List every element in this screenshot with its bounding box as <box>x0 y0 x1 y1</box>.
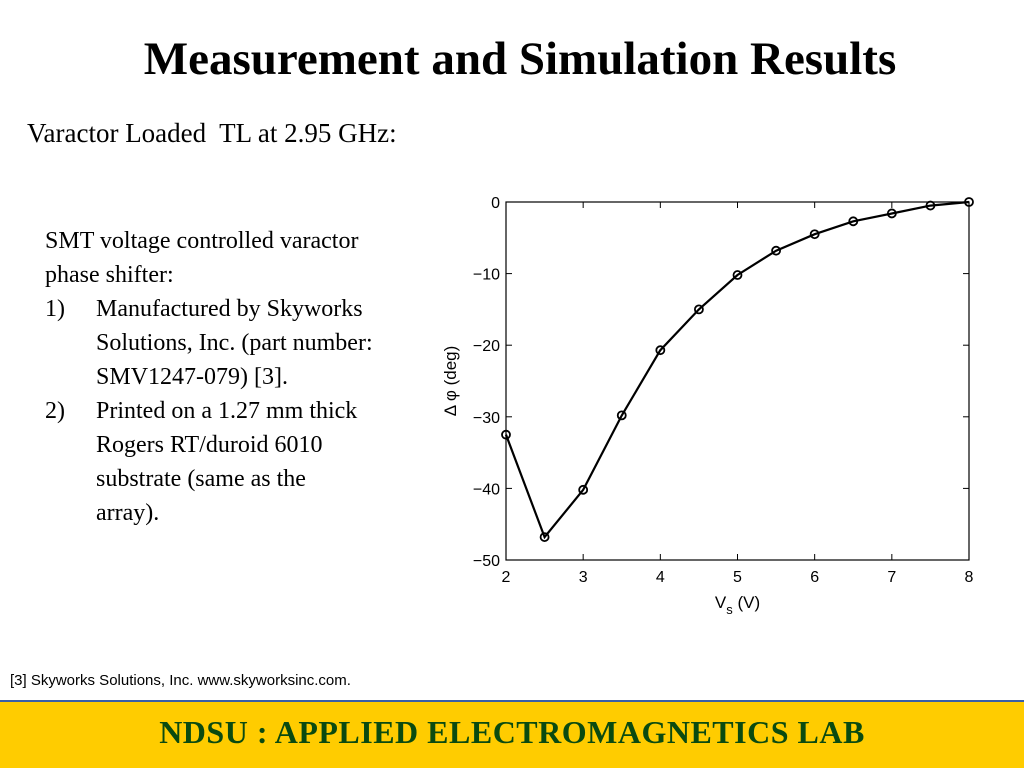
list-item-line: SMV1247-079) [3]. <box>96 364 288 390</box>
x-tick-label: 2 <box>502 569 511 586</box>
data-point <box>732 270 743 280</box>
data-point <box>655 345 666 356</box>
y-tick-label: −50 <box>473 553 500 570</box>
slide-title: Measurement and Simulation Results <box>143 33 897 85</box>
data-point <box>886 208 897 219</box>
list-item: 2) Printed on a 1.27 mm thick Rogers RT/… <box>45 394 435 530</box>
series-line <box>504 200 970 540</box>
x-tick-label: 3 <box>579 569 588 586</box>
list-item: 1) Manufactured by Skyworks Solutions, I… <box>45 292 435 394</box>
footer-lab-name: NDSU : APPLIED ELECTROMAGNETICS LAB <box>159 714 865 750</box>
chart-svg: 2 3 4 5 6 7 8 0 −10 −20 −30 −40 −50 Vs (V) Δ φ (deg) <box>441 195 974 617</box>
list-item-line: array). <box>96 500 160 526</box>
x-tick-label: 8 <box>965 569 974 586</box>
list-item-line: Rogers RT/duroid 6010 <box>96 432 323 458</box>
list-item-line: substrate (same as the <box>96 466 306 492</box>
data-point <box>771 245 781 256</box>
description-block: SMT voltage controlled varactor phase sh… <box>45 224 435 530</box>
data-point <box>578 484 589 495</box>
data-point <box>809 229 820 240</box>
description-intro-line-2: phase shifter: <box>45 262 174 288</box>
y-tick-label: 0 <box>491 195 500 212</box>
list-item-number: 2) <box>45 398 65 424</box>
x-axis-label: Vs (V) <box>715 593 760 617</box>
list-item-line: Manufactured by Skyworks <box>96 296 363 322</box>
list-item-line: Solutions, Inc. (part number: <box>96 330 373 356</box>
data-point <box>848 216 859 227</box>
x-tick-label: 6 <box>810 569 819 586</box>
x-tick-label: 5 <box>733 569 742 586</box>
data-point <box>616 410 627 421</box>
description-list: 1) Manufactured by Skyworks Solutions, I… <box>45 292 435 530</box>
data-point <box>694 304 704 315</box>
data-point <box>925 200 936 211</box>
axis-ticks: 2 3 4 5 6 7 8 0 −10 −20 −30 −40 −50 <box>473 195 974 586</box>
y-tick-label: −20 <box>473 338 500 355</box>
data-markers <box>501 197 974 542</box>
x-axis-label-unit: (V) <box>733 593 760 612</box>
subtitle: Varactor Loaded TL at 2.95 GHz: <box>27 118 397 148</box>
y-tick-label: −30 <box>473 410 500 427</box>
footer-bar: NDSU : APPLIED ELECTROMAGNETICS LAB <box>0 700 1024 768</box>
reference-note: [3] Skyworks Solutions, Inc. www.skywork… <box>10 672 351 689</box>
phase-shift-chart: 2 3 4 5 6 7 8 0 −10 −20 −30 −40 −50 Vs (V) Δ φ (deg) <box>430 185 1000 625</box>
data-point <box>964 197 974 207</box>
y-tick-label: −40 <box>473 481 500 498</box>
plot-area-frame <box>505 201 970 561</box>
list-item-number: 1) <box>45 296 65 322</box>
x-axis-label-subscript: s <box>726 602 733 617</box>
list-item-line: Printed on a 1.27 mm thick <box>96 398 358 424</box>
description-intro-line-1: SMT voltage controlled varactor <box>45 228 359 254</box>
x-axis-label-main: V <box>715 593 727 612</box>
x-tick-label: 4 <box>656 569 665 586</box>
data-point <box>501 429 511 440</box>
y-tick-label: −10 <box>473 267 500 284</box>
x-tick-label: 7 <box>887 569 896 586</box>
y-axis-label: Δ φ (deg) <box>441 346 460 417</box>
data-point <box>539 532 550 542</box>
